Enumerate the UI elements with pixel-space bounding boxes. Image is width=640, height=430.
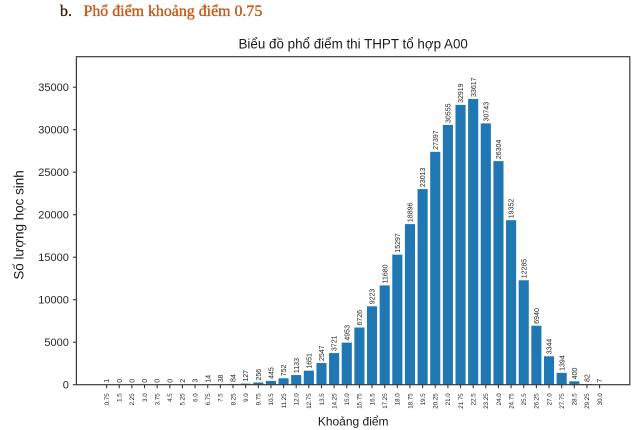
svg-text:7.5: 7.5 <box>218 393 225 402</box>
svg-text:20000: 20000 <box>38 210 69 222</box>
svg-text:32919: 32919 <box>458 83 465 103</box>
svg-text:752: 752 <box>281 365 288 377</box>
svg-text:9.75: 9.75 <box>256 393 263 406</box>
svg-text:256: 256 <box>256 369 263 381</box>
svg-text:12.75: 12.75 <box>306 393 313 409</box>
svg-text:2547: 2547 <box>319 345 326 361</box>
svg-text:0: 0 <box>63 380 69 392</box>
svg-text:9.0: 9.0 <box>243 393 250 402</box>
svg-text:8.25: 8.25 <box>230 393 237 406</box>
svg-text:84: 84 <box>231 374 238 382</box>
svg-text:1: 1 <box>104 379 111 383</box>
svg-text:21.75: 21.75 <box>458 393 465 409</box>
svg-text:25.5: 25.5 <box>521 393 528 406</box>
svg-text:400: 400 <box>572 368 579 380</box>
svg-text:17.25: 17.25 <box>382 393 389 409</box>
svg-text:19352: 19352 <box>509 199 516 219</box>
svg-text:0: 0 <box>117 379 124 383</box>
svg-text:12.0: 12.0 <box>294 393 301 406</box>
svg-text:33617: 33617 <box>471 77 478 97</box>
svg-text:Số lượng học sinh: Số lượng học sinh <box>12 170 27 279</box>
svg-text:26304: 26304 <box>496 140 503 160</box>
svg-text:82: 82 <box>585 374 592 382</box>
svg-text:15.0: 15.0 <box>344 393 351 406</box>
svg-text:445: 445 <box>269 367 276 379</box>
svg-text:10000: 10000 <box>38 295 69 307</box>
svg-text:4.5: 4.5 <box>167 393 174 402</box>
svg-text:0: 0 <box>142 379 149 383</box>
svg-text:3.0: 3.0 <box>142 393 149 402</box>
svg-text:1651: 1651 <box>306 353 313 369</box>
svg-text:15.75: 15.75 <box>357 393 364 409</box>
svg-text:20.25: 20.25 <box>433 393 440 409</box>
svg-text:3.75: 3.75 <box>154 393 161 406</box>
svg-text:15000: 15000 <box>38 252 69 264</box>
svg-text:7: 7 <box>597 379 604 383</box>
svg-text:11680: 11680 <box>382 264 389 283</box>
svg-text:28.5: 28.5 <box>572 393 579 406</box>
svg-text:18896: 18896 <box>408 203 415 223</box>
svg-text:11.25: 11.25 <box>281 393 288 409</box>
svg-text:Khoảng điểm: Khoảng điểm <box>318 415 389 429</box>
svg-text:23013: 23013 <box>420 168 427 188</box>
svg-text:0.75: 0.75 <box>104 393 111 406</box>
svg-text:0: 0 <box>167 379 174 383</box>
svg-text:27.75: 27.75 <box>559 393 566 409</box>
svg-text:10.5: 10.5 <box>268 393 275 406</box>
svg-text:26.25: 26.25 <box>534 393 541 409</box>
svg-text:2.25: 2.25 <box>129 393 136 406</box>
svg-text:1394: 1394 <box>559 355 566 371</box>
svg-text:2: 2 <box>180 379 187 383</box>
svg-text:23.25: 23.25 <box>483 393 490 409</box>
svg-text:3721: 3721 <box>332 335 339 351</box>
svg-text:19.5: 19.5 <box>420 393 427 406</box>
svg-text:22.5: 22.5 <box>470 393 477 406</box>
svg-text:5000: 5000 <box>44 337 68 349</box>
svg-text:0: 0 <box>129 379 136 383</box>
svg-text:5.25: 5.25 <box>180 393 187 406</box>
svg-text:18.75: 18.75 <box>407 393 414 409</box>
svg-text:6.75: 6.75 <box>205 393 212 406</box>
svg-text:38: 38 <box>218 374 225 382</box>
svg-text:30743: 30743 <box>483 102 490 122</box>
svg-text:27397: 27397 <box>433 130 440 150</box>
svg-text:9223: 9223 <box>370 289 377 305</box>
svg-text:30000: 30000 <box>38 125 69 137</box>
svg-text:13.5: 13.5 <box>319 393 326 406</box>
svg-text:0: 0 <box>155 379 162 383</box>
svg-text:12285: 12285 <box>521 259 528 279</box>
svg-text:30.0: 30.0 <box>597 393 604 406</box>
svg-text:1.5: 1.5 <box>117 393 124 402</box>
svg-text:25000: 25000 <box>38 167 69 179</box>
svg-text:Biểu đồ phổ điểm thi THPT tổ h: Biểu đồ phổ điểm thi THPT tổ hợp A00 <box>239 37 468 52</box>
svg-text:21.0: 21.0 <box>445 393 452 406</box>
svg-text:127: 127 <box>243 370 250 382</box>
svg-text:24.75: 24.75 <box>508 393 515 409</box>
svg-text:18.0: 18.0 <box>395 393 402 406</box>
svg-text:3344: 3344 <box>547 339 554 355</box>
svg-text:27.0: 27.0 <box>546 393 553 406</box>
svg-text:3: 3 <box>193 379 200 383</box>
svg-text:1133: 1133 <box>294 358 301 373</box>
svg-text:4953: 4953 <box>344 325 351 341</box>
svg-text:6940: 6940 <box>534 308 541 324</box>
svg-text:6.0: 6.0 <box>192 393 199 402</box>
svg-text:30555: 30555 <box>445 103 452 123</box>
svg-text:16.5: 16.5 <box>369 393 376 406</box>
svg-text:14.25: 14.25 <box>331 393 338 409</box>
svg-text:14: 14 <box>205 375 212 383</box>
svg-text:6726: 6726 <box>357 310 364 326</box>
svg-text:15297: 15297 <box>395 233 402 253</box>
svg-text:29.25: 29.25 <box>584 393 591 409</box>
svg-text:24.0: 24.0 <box>496 393 503 406</box>
svg-text:35000: 35000 <box>38 82 69 94</box>
